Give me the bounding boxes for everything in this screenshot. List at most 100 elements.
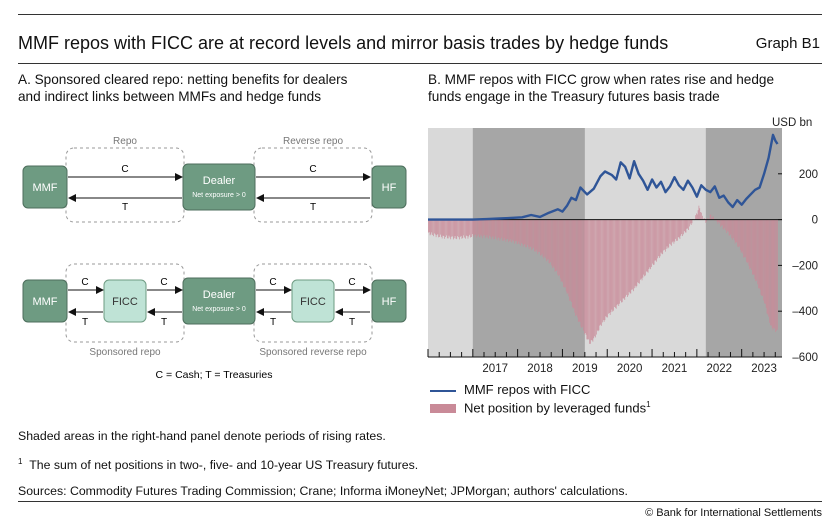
net-position-bar <box>768 219 770 317</box>
net-position-bar <box>462 219 464 238</box>
net-position-bar <box>764 219 765 304</box>
net-position-bar <box>521 219 522 244</box>
net-position-bar <box>540 219 542 256</box>
panel-b-chart: 2017 2018 2019 2020 2021 2022 2023 200 0 –200 –400… <box>427 117 818 375</box>
net-position-bar <box>490 219 491 237</box>
net-position-bar <box>436 219 438 236</box>
net-position-bar <box>546 219 547 262</box>
mmf-node <box>22 165 68 209</box>
net-position-bar <box>595 219 596 338</box>
net-position-bar <box>773 219 775 328</box>
net-position-bar <box>722 219 724 229</box>
net-position-bar <box>757 219 758 285</box>
net-position-bar <box>642 219 644 278</box>
net-position-bar <box>502 219 504 241</box>
net-position-bar <box>691 219 693 224</box>
net-position-bar <box>770 219 772 326</box>
net-position-bar <box>439 219 440 238</box>
net-position-bar <box>711 218 713 220</box>
net-position-bar <box>590 219 591 344</box>
net-position-bar <box>475 219 477 235</box>
net-position-bar <box>589 219 590 344</box>
cash-label: C <box>348 277 355 288</box>
net-position-bar <box>728 219 730 236</box>
legend-item-net-position: Net position by leveraged funds1 <box>430 400 651 415</box>
net-position-bar <box>533 219 534 248</box>
net-position-bar <box>627 219 629 296</box>
net-position-bar <box>445 219 446 238</box>
net-position-bar <box>712 216 714 220</box>
net-position-bar <box>609 219 611 315</box>
net-position-bar <box>724 219 726 228</box>
net-position-bar <box>459 219 461 237</box>
net-position-bar <box>473 219 475 238</box>
legend-label: MMF repos with FICC <box>464 382 591 397</box>
net-position-bar <box>474 219 476 235</box>
treasury-label: T <box>122 202 128 213</box>
net-position-bar <box>761 219 763 296</box>
net-position-bar <box>495 219 496 237</box>
net-position-bar <box>602 219 603 323</box>
net-position-bar <box>750 219 751 269</box>
net-position-bar <box>454 219 456 237</box>
net-position-bar <box>599 219 601 326</box>
net-position-bar <box>550 219 552 263</box>
net-position-bar <box>558 219 560 275</box>
net-position-bar <box>593 219 595 339</box>
net-position-bar <box>700 212 701 220</box>
net-position-bar <box>536 219 538 252</box>
net-position-bar <box>688 219 689 230</box>
net-position-bar <box>591 219 593 341</box>
net-position-bar <box>661 219 663 254</box>
net-position-bar <box>664 219 665 250</box>
net-position-bar <box>652 219 654 265</box>
net-position-bar <box>515 219 516 242</box>
net-position-bar <box>516 219 518 245</box>
net-position-bar <box>730 219 732 235</box>
net-position-bar <box>658 219 660 258</box>
net-position-bar <box>653 219 655 265</box>
bar-legend-swatch <box>430 404 456 414</box>
net-position-bar <box>442 219 444 236</box>
net-position-bar <box>485 219 487 238</box>
net-position-bar <box>563 219 564 288</box>
net-position-bar <box>533 219 535 252</box>
net-position-bar <box>577 219 578 318</box>
bottom-rule <box>18 501 822 502</box>
net-position-bar <box>528 219 530 250</box>
net-position-bar <box>468 219 470 237</box>
net-position-bar <box>654 219 656 261</box>
net-position-bar <box>682 219 683 237</box>
net-position-bar <box>601 219 602 326</box>
net-position-bar <box>585 219 587 335</box>
hf-label: HF <box>382 182 397 194</box>
x-tick-label: 2018 <box>527 363 553 375</box>
net-position-bar <box>498 219 500 238</box>
net-position-bar <box>579 219 581 322</box>
x-tick-label: 2021 <box>662 363 688 375</box>
net-position-bar <box>535 219 537 250</box>
net-position-bar <box>766 219 768 314</box>
net-position-bar <box>548 219 550 264</box>
net-position-bar <box>623 219 625 299</box>
dealer-label: Dealer <box>203 175 236 187</box>
net-position-bar <box>615 219 617 309</box>
net-position-bar <box>446 219 447 236</box>
net-position-bar <box>566 219 568 294</box>
net-position-bar <box>509 219 510 241</box>
footnote: 1 The sum of net positions in two-, five… <box>18 457 418 472</box>
net-position-bar <box>656 219 658 262</box>
net-position-bar <box>470 219 471 238</box>
net-position-bar <box>697 210 699 220</box>
net-position-bar <box>696 214 698 220</box>
hf-label: HF <box>382 296 397 308</box>
title-rule <box>18 63 822 64</box>
net-position-bar <box>669 219 670 244</box>
y-tick-label: –600 <box>792 352 818 364</box>
net-position-bar <box>546 219 548 260</box>
x-tick-label: 2019 <box>572 363 598 375</box>
panel-a-title: A. Sponsored cleared repo: netting benef… <box>18 71 347 105</box>
sponsored-reverse-repo-label: Sponsored reverse repo <box>259 347 367 358</box>
net-position-bar <box>457 219 458 237</box>
net-position-bar <box>633 219 634 292</box>
